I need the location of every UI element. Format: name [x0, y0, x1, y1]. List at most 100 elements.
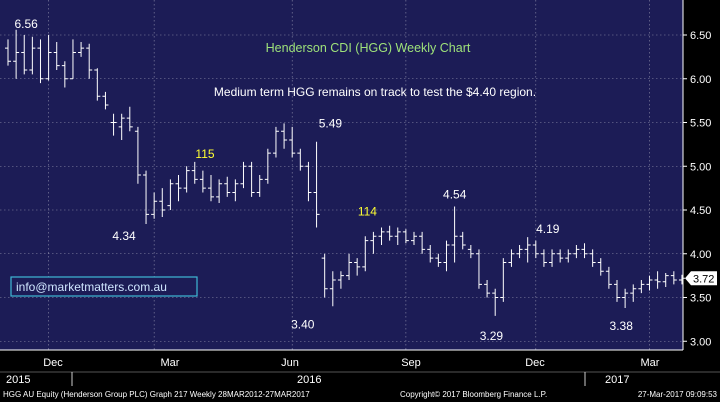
ohlc-bar — [110, 113, 117, 136]
ohlc-bar — [557, 249, 564, 263]
ohlc-bar — [264, 148, 271, 184]
ohlc-bar — [159, 188, 166, 217]
ohlc-bar — [467, 245, 474, 259]
ohlc-bar — [549, 249, 556, 267]
ohlc-bar — [216, 179, 223, 203]
ohlc-bar — [297, 148, 304, 171]
ohlc-bar — [5, 39, 11, 66]
ohlc-bar — [134, 126, 141, 184]
price-annotation: 3.40 — [291, 317, 315, 331]
ohlc-bar — [540, 249, 547, 267]
ohlc-bar — [435, 253, 442, 267]
price-annotation: 115 — [195, 147, 214, 161]
ohlc-bar — [199, 170, 206, 193]
ohlc-bar — [378, 227, 385, 245]
ohlc-bar — [508, 249, 515, 267]
x-month-label: Dec — [525, 357, 545, 369]
ohlc-bar — [224, 176, 231, 197]
price-annotation: 3.29 — [480, 329, 504, 343]
ohlc-bar — [419, 231, 426, 254]
ohlc-bar — [565, 249, 572, 263]
ohlc-bar — [143, 170, 150, 224]
ohlc-bar — [622, 288, 629, 308]
ohlc-bar — [329, 271, 336, 307]
ohlc-bar — [248, 161, 255, 197]
footer-center: Copyright© 2017 Bloomberg Finance L.P. — [400, 390, 547, 399]
ohlc-bar — [232, 179, 239, 202]
footer-right: 27-Mar-2017 09:09:53 — [638, 390, 718, 399]
ohlc-bar — [118, 113, 125, 140]
price-annotation: 3.38 — [610, 319, 634, 333]
chart-subtitle: Medium term HGG remains on track to test… — [214, 85, 536, 99]
ohlc-bar — [362, 236, 369, 272]
x-month-label: Mar — [641, 357, 660, 369]
ohlc-bar — [175, 175, 182, 202]
ohlc-bar — [492, 288, 499, 316]
chart-title: Henderson CDI (HGG) Weekly Chart — [266, 41, 471, 55]
price-annotations: 6.56 4.34 115 5.49 3.40 114 4.54 3.29 4.19 3.38 — [14, 17, 633, 343]
ohlc-bar — [638, 280, 645, 294]
ohlc-bar — [208, 175, 214, 202]
x-month-label: Dec — [43, 357, 63, 369]
ohlc-bar — [256, 175, 263, 197]
ohlc-bar — [524, 237, 531, 263]
ohlc-bar — [167, 179, 174, 210]
price-annotation: 4.19 — [536, 222, 560, 236]
ohlc-bar — [459, 231, 466, 250]
last-price-label: 3.72 — [693, 273, 714, 285]
price-bars — [5, 29, 685, 316]
ohlc-bar — [305, 161, 312, 202]
y-tick-label: 3.00 — [690, 336, 711, 348]
ohlc-bar — [94, 68, 101, 101]
ohlc-bar — [630, 284, 637, 302]
ohlc-bar — [484, 280, 491, 298]
ohlc-bar — [654, 271, 661, 289]
ohlc-bar — [151, 192, 158, 219]
ohlc-bar — [475, 249, 482, 289]
ohlc-bar — [102, 91, 109, 110]
ohlc-bar — [451, 206, 458, 263]
price-annotation: 5.49 — [319, 116, 343, 130]
ohlc-bar — [402, 229, 409, 244]
ohlc-bar — [313, 141, 320, 228]
ohlc-bar — [346, 253, 353, 280]
ohlc-bar — [240, 161, 247, 189]
y-axis: 3.00 3.50 4.00 4.50 5.00 5.50 6.00 6.50 — [682, 0, 711, 350]
y-tick-label: 3.50 — [690, 293, 711, 305]
ohlc-bar — [370, 231, 377, 254]
ohlc-bar — [61, 61, 68, 88]
price-annotation: 114 — [358, 204, 377, 218]
ohlc-bar — [394, 227, 401, 245]
ohlc-bar — [646, 275, 653, 291]
ohlc-bar — [597, 258, 604, 276]
price-annotation: 4.34 — [112, 229, 136, 243]
y-tick-label: 4.00 — [690, 249, 711, 261]
ohlc-bar — [183, 166, 190, 193]
ohlc-bar — [614, 280, 620, 302]
y-tick-label: 6.50 — [690, 30, 711, 42]
ohlc-bar — [126, 106, 133, 132]
ohlc-bar — [272, 126, 279, 158]
x-month-label: Mar — [161, 357, 180, 369]
ohlc-bar — [191, 161, 198, 184]
last-price-tag: 3.72 — [685, 271, 717, 286]
footer-left: HGG AU Equity (Henderson Group PLC) Grap… — [3, 390, 310, 399]
ohlc-bar — [411, 231, 417, 245]
x-year-label: 2017 — [605, 374, 629, 386]
ohlc-bar — [281, 123, 288, 149]
ohlc-bar — [573, 245, 580, 259]
price-annotation: 6.56 — [14, 17, 38, 31]
ohlc-bar — [443, 240, 450, 272]
ohlc-bar — [354, 258, 361, 276]
ohlc-bar — [13, 29, 20, 79]
ohlc-bar — [581, 243, 588, 259]
x-year-label: 2016 — [297, 374, 321, 386]
ohlc-bar — [78, 42, 85, 57]
ohlc-bar — [386, 225, 393, 241]
ohlc-bar — [29, 36, 36, 75]
watermark-box: info@marketmatters.com.au — [10, 276, 198, 297]
ohlc-bar — [662, 273, 669, 287]
ohlc-bar — [427, 245, 434, 263]
ohlc-bar — [500, 258, 507, 302]
